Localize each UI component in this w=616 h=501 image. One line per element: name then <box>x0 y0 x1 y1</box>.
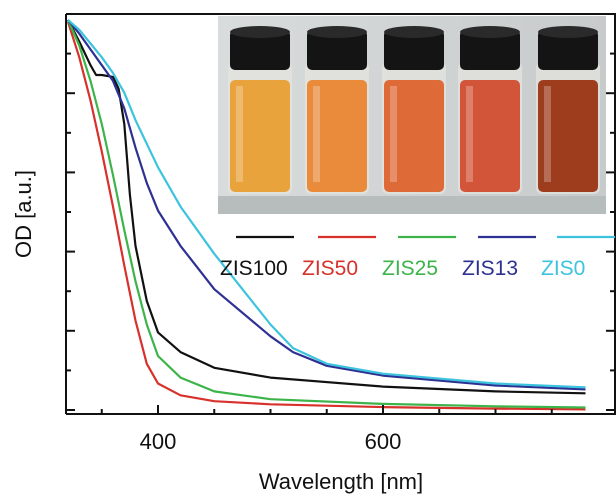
vial <box>382 26 446 194</box>
vial <box>536 26 600 194</box>
vial-highlight <box>466 86 473 182</box>
vial-cap <box>230 30 290 70</box>
vial-liquid <box>384 80 444 192</box>
vial-highlight <box>236 86 243 182</box>
vial-highlight <box>544 86 551 182</box>
legend-label-zis25: ZIS25 <box>382 257 438 280</box>
series-line-zis0 <box>67 19 586 389</box>
vial-cap <box>384 30 444 70</box>
series-lines <box>66 19 586 411</box>
series-line-zis50 <box>66 21 586 411</box>
legend-label-zis50: ZIS50 <box>302 257 358 280</box>
vial <box>305 26 369 194</box>
vial-cap <box>307 30 367 70</box>
vial-cap-top <box>230 26 290 38</box>
vial <box>228 26 292 194</box>
photo-table-surface <box>218 196 606 214</box>
x-tick-label-400: 400 <box>140 429 177 454</box>
vial-cap <box>460 30 520 70</box>
vial-cap <box>538 30 598 70</box>
vials <box>228 26 600 194</box>
series-line-zis25 <box>66 19 586 409</box>
x-tick-label-600: 600 <box>365 429 402 454</box>
vials-photo-inset <box>218 16 606 214</box>
legend-label-zis13: ZIS13 <box>462 257 518 280</box>
y-axis-title: OD [a.u.] <box>11 170 36 258</box>
vial-cap-top <box>307 26 367 38</box>
legend-label-zis0: ZIS0 <box>541 257 585 280</box>
vial-highlight <box>390 86 397 182</box>
vial-liquid <box>230 80 290 192</box>
vial-cap-top <box>538 26 598 38</box>
vial-liquid <box>460 80 520 192</box>
vial-cap-top <box>460 26 520 38</box>
x-axis-title: Wavelength [nm] <box>259 469 423 494</box>
vial-liquid <box>307 80 367 192</box>
tick-marks <box>66 13 615 414</box>
legend: ZIS100 ZIS50 ZIS25 ZIS13 ZIS0 <box>220 235 615 280</box>
vial <box>458 26 522 194</box>
legend-label-zis100: ZIS100 <box>220 257 288 280</box>
vial-liquid <box>538 80 598 192</box>
vial-highlight <box>313 86 320 182</box>
series-line-zis100 <box>67 19 586 395</box>
series-line-zis13 <box>67 19 586 391</box>
vial-cap-top <box>384 26 444 38</box>
